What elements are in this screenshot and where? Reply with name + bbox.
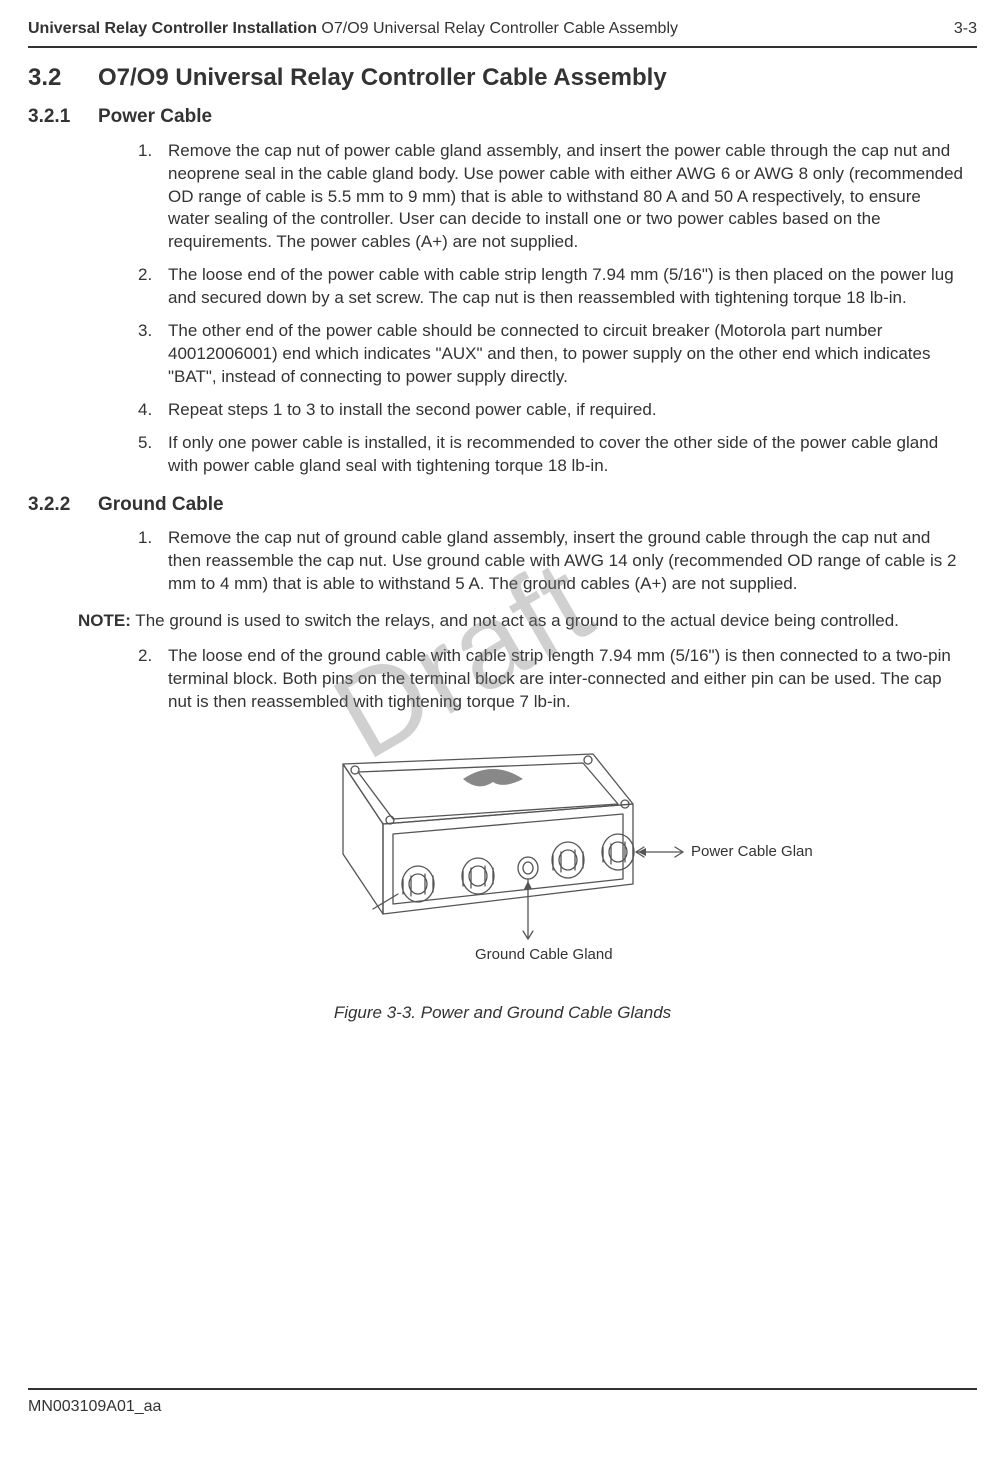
step-number: 3. (138, 320, 152, 343)
device-illustration: Power Cable Gland Ground Cable Gland (193, 734, 813, 994)
list-item: 1. Remove the cap nut of power cable glan… (138, 140, 967, 255)
step-number: 2. (138, 645, 152, 668)
step-text: The other end of the power cable should … (168, 321, 930, 386)
page-footer: MN003109A01_aa (28, 1388, 977, 1418)
header-rest: O7/O9 Universal Relay Controller Cable A… (317, 20, 678, 37)
step-number: 4. (138, 399, 152, 422)
subsection-2-heading: 3.2.2Ground Cable (28, 492, 977, 518)
step-text: The loose end of the ground cable with c… (168, 646, 951, 711)
header-bold: Universal Relay Controller Installation (28, 20, 317, 37)
list-item: 2. The loose end of the power cable with … (138, 264, 967, 310)
list-item: 4. Repeat steps 1 to 3 to install the sec… (138, 399, 967, 422)
power-cable-gland-label: Power Cable Gland (691, 843, 813, 860)
ground-cable-steps-2: 2. The loose end of the ground cable with… (28, 645, 977, 714)
step-text: If only one power cable is installed, it… (168, 433, 938, 475)
subsection-2-number: 3.2.2 (28, 492, 98, 518)
section-number: 3.2 (28, 62, 98, 94)
figure-caption: Figure 3-3. Power and Ground Cable Gland… (28, 1002, 977, 1025)
subsection-1-number: 3.2.1 (28, 104, 98, 130)
footer-doc-id: MN003109A01_aa (28, 1398, 161, 1415)
step-number: 1. (138, 140, 152, 163)
page-header: Universal Relay Controller Installation … (28, 18, 977, 48)
figure: Power Cable Gland Ground Cable Gland Fig… (28, 734, 977, 1025)
step-text: Remove the cap nut of power cable gland … (168, 141, 963, 252)
subsection-1-heading: 3.2.1Power Cable (28, 104, 977, 130)
note-text: The ground is used to switch the relays,… (131, 611, 899, 630)
step-number: 2. (138, 264, 152, 287)
power-cable-steps: 1. Remove the cap nut of power cable glan… (28, 140, 977, 478)
list-item: 2. The loose end of the ground cable with… (138, 645, 967, 714)
subsection-1-title: Power Cable (98, 106, 212, 127)
list-item: 3. The other end of the power cable shoul… (138, 320, 967, 389)
list-item: 5. If only one power cable is installed, … (138, 432, 967, 478)
section-heading: 3.2O7/O9 Universal Relay Controller Cabl… (28, 62, 977, 94)
step-text: Remove the cap nut of ground cable gland… (168, 528, 956, 593)
page: Universal Relay Controller Installation … (28, 18, 977, 1418)
list-item: 1. Remove the cap nut of ground cable gla… (138, 527, 967, 596)
note-label: NOTE: (78, 611, 131, 630)
ground-cable-gland-label: Ground Cable Gland (475, 946, 613, 963)
subsection-2-title: Ground Cable (98, 494, 224, 515)
ground-cable-steps-1: 1. Remove the cap nut of ground cable gla… (28, 527, 977, 596)
header-page-number: 3-3 (954, 18, 977, 40)
note-block: NOTE: The ground is used to switch the r… (78, 610, 967, 633)
step-number: 1. (138, 527, 152, 550)
step-number: 5. (138, 432, 152, 455)
section-title-text: O7/O9 Universal Relay Controller Cable A… (98, 64, 667, 91)
step-text: The loose end of the power cable with ca… (168, 265, 954, 307)
header-left: Universal Relay Controller Installation … (28, 18, 678, 40)
step-text: Repeat steps 1 to 3 to install the secon… (168, 400, 657, 419)
